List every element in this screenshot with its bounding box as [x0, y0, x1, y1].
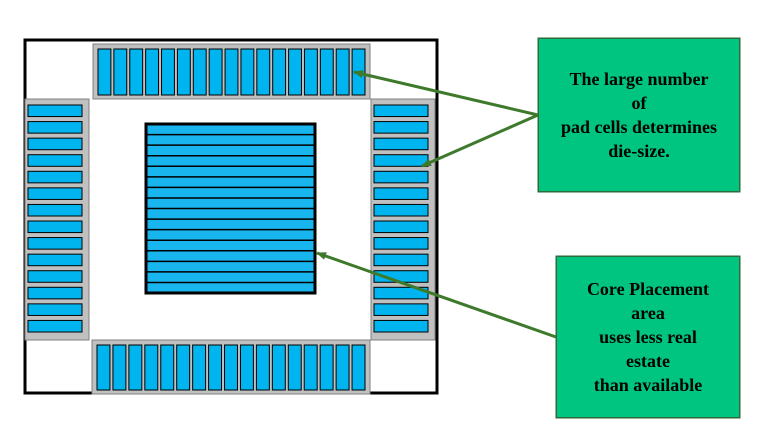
pad-cell — [303, 344, 318, 391]
pad-cell — [27, 170, 83, 184]
pad-cell — [373, 170, 429, 184]
callout-pads-box — [537, 37, 741, 193]
pad-cell — [373, 220, 429, 234]
pad-cell — [335, 48, 350, 96]
pad-cell — [192, 48, 207, 96]
callout-core-line-1: Core Placement — [586, 279, 710, 299]
pad-cell — [373, 104, 429, 118]
pad-cell — [27, 253, 83, 267]
pad-cell — [335, 344, 350, 391]
arrow-to-core — [316, 251, 557, 339]
callout-core-line-3: uses less real — [599, 327, 697, 347]
pad-cell — [27, 237, 83, 250]
pad-cell — [27, 104, 83, 118]
pad-cell — [373, 237, 429, 250]
pad-cell — [27, 286, 83, 300]
pad-cell — [145, 48, 160, 96]
core-row-lines — [146, 133, 315, 284]
callout-core-line-4: estate — [626, 351, 670, 371]
top-pad-cells — [97, 48, 366, 96]
callout-pads-line-3: pad cells determines — [561, 117, 717, 137]
pad-cell — [27, 270, 83, 283]
pad-cell — [239, 344, 254, 391]
pad-cell — [96, 344, 111, 391]
callout-core-line-2: area — [631, 303, 665, 323]
pad-cell — [112, 344, 127, 391]
pad-cell — [129, 48, 144, 96]
pad-cell — [319, 48, 334, 96]
pad-cell — [192, 344, 207, 391]
callout-core-line-5: than available — [593, 375, 703, 395]
arrow-to-top-pads — [353, 70, 539, 117]
arrow-to-right-pads — [421, 113, 539, 168]
pad-cell — [272, 48, 287, 96]
pad-cell — [27, 121, 83, 134]
bottom-pad-cells — [96, 344, 366, 391]
pad-cell — [27, 220, 83, 234]
pad-cell — [373, 253, 429, 267]
pad-cell — [160, 344, 175, 391]
pad-cell — [27, 319, 83, 333]
pad-cell — [27, 154, 83, 167]
pad-cell — [373, 303, 429, 316]
pad-cell — [176, 344, 191, 391]
pad-cell — [224, 344, 238, 391]
pad-cell — [224, 48, 239, 96]
pad-cell — [128, 344, 143, 391]
pad-cell — [373, 203, 429, 217]
pad-cell — [176, 48, 191, 96]
pad-cell — [113, 48, 128, 96]
pad-cell — [373, 137, 429, 151]
pad-cell — [255, 344, 270, 391]
callout-pads-line-1: The large number — [569, 69, 709, 89]
pad-cell — [27, 303, 83, 316]
pad-cell — [288, 48, 302, 96]
pad-cell — [256, 48, 271, 96]
pad-cell — [373, 187, 429, 200]
pad-cell — [373, 121, 429, 134]
pad-cell — [208, 344, 223, 391]
callout-pads-line-4: die-size. — [608, 141, 670, 161]
pad-cell — [27, 187, 83, 200]
left-pad-cells — [27, 104, 83, 333]
pad-cell — [373, 154, 429, 167]
callout-pads-line-2: of — [631, 93, 647, 113]
pad-cell — [27, 137, 83, 151]
pad-cell — [161, 48, 175, 96]
pad-cell — [303, 48, 318, 96]
pad-cell — [208, 48, 223, 96]
callout-core-text: Core Placement area uses less real estat… — [556, 256, 740, 418]
pad-cell — [97, 48, 112, 96]
pad-cell — [319, 344, 334, 391]
right-pad-cells — [373, 104, 429, 333]
pad-cell — [27, 203, 83, 217]
callout-pads-text: The large number of pad cells determines… — [538, 38, 740, 192]
pad-cell — [144, 344, 159, 391]
pad-cell — [271, 344, 286, 391]
pad-cell — [373, 319, 429, 333]
pad-cell — [240, 48, 255, 96]
callout-core-box — [555, 255, 741, 419]
pad-cell — [287, 344, 302, 391]
pad-cell — [351, 344, 366, 391]
